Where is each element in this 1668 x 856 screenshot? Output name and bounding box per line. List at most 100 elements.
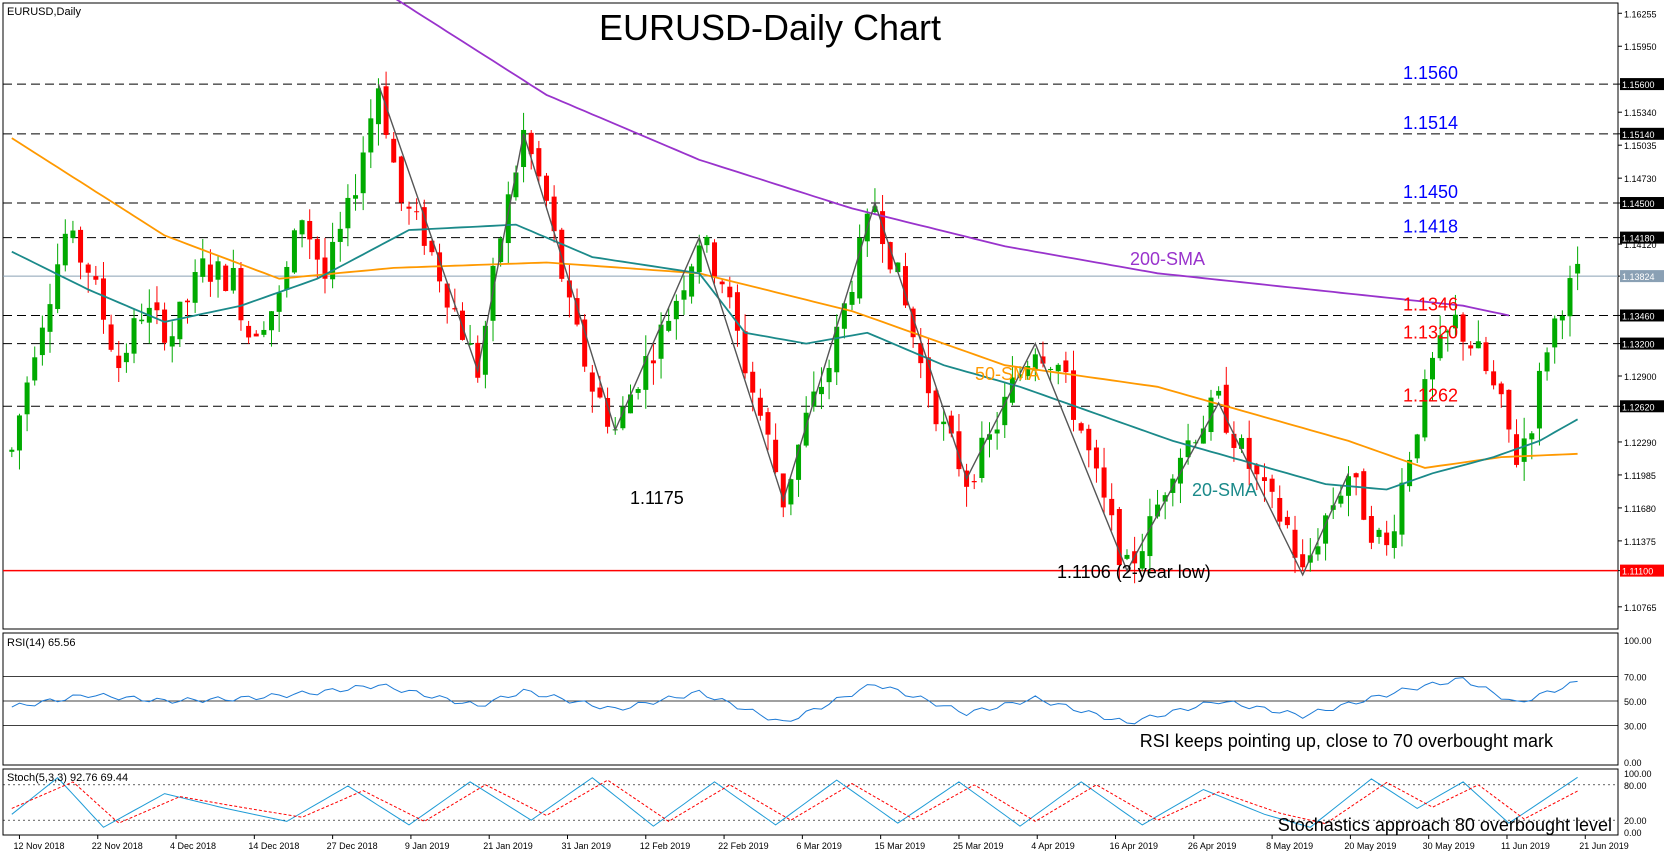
candle-body bbox=[345, 197, 351, 229]
candle-body bbox=[620, 406, 626, 429]
candle-body bbox=[269, 311, 275, 331]
candle-body bbox=[1422, 379, 1428, 438]
candle-body bbox=[330, 241, 336, 280]
level-label: 1.1560 bbox=[1403, 63, 1458, 83]
x-tick-label: 27 Dec 2018 bbox=[327, 841, 378, 851]
candle-body bbox=[757, 397, 763, 416]
candle-body bbox=[712, 242, 718, 277]
level-tag: 1.13200 bbox=[1622, 340, 1655, 350]
candle-body bbox=[131, 318, 137, 354]
x-tick-label: 26 Apr 2019 bbox=[1188, 841, 1237, 851]
candle-body bbox=[406, 206, 412, 209]
rsi-y-tick-label: 50.00 bbox=[1624, 697, 1647, 707]
candle-body bbox=[482, 325, 488, 375]
candle-body bbox=[834, 326, 840, 373]
candle-body bbox=[177, 301, 183, 340]
candle-body bbox=[1177, 457, 1183, 484]
candle-body bbox=[421, 207, 427, 246]
price-panel: 1.16255 1.15950 1.15600 1.15340 1.151401.150… bbox=[2, 0, 1664, 630]
stoch-y-tick-label: 20.00 bbox=[1624, 816, 1647, 826]
x-tick-label: 21 Jan 2019 bbox=[483, 841, 533, 851]
candle-body bbox=[1116, 509, 1122, 566]
candle-body bbox=[1368, 516, 1374, 543]
candle-body bbox=[1147, 516, 1153, 557]
candle-body bbox=[314, 239, 320, 260]
candle-body bbox=[1040, 356, 1046, 364]
horizontal-levels bbox=[3, 83, 1618, 572]
x-tick-label: 6 Mar 2019 bbox=[796, 841, 842, 851]
candle-body bbox=[1468, 345, 1474, 349]
candle-body bbox=[475, 342, 481, 378]
stoch-note: Stochastics approach 80 overbought level bbox=[1278, 815, 1612, 835]
candle-body bbox=[750, 371, 756, 393]
x-tick-label: 21 Jun 2019 bbox=[1579, 841, 1629, 851]
candle-body bbox=[727, 286, 733, 298]
candle-body bbox=[238, 268, 244, 321]
price-y-tick-label: 1.16255 bbox=[1624, 9, 1657, 19]
candle-body bbox=[1200, 428, 1206, 444]
moving-averages bbox=[11, 0, 1579, 491]
level-tag-bg bbox=[1620, 231, 1664, 244]
level-label: 1.1418 bbox=[1403, 217, 1458, 237]
candle-body bbox=[1361, 471, 1367, 520]
candle-body bbox=[696, 245, 702, 273]
candle-body bbox=[1284, 516, 1290, 526]
x-axis: 12 Nov 2018 22 Nov 2018 4 Dec 2018 14 Dec 2… bbox=[13, 835, 1629, 851]
annotation-20-sma: 20-SMA bbox=[1192, 480, 1257, 500]
candle-body bbox=[1208, 397, 1214, 433]
candle-body bbox=[1155, 504, 1161, 517]
candle-body bbox=[521, 129, 527, 168]
level-label: 1.1450 bbox=[1403, 182, 1458, 202]
candle-body bbox=[1567, 278, 1573, 317]
stoch-y-tick-label: 80.00 bbox=[1624, 781, 1647, 791]
candle-body bbox=[1338, 495, 1344, 504]
stoch-lines bbox=[11, 776, 1578, 828]
candle-body bbox=[589, 372, 595, 392]
chart-title: EURUSD-Daily Chart bbox=[599, 7, 941, 48]
rsi-label: RSI(14) 65.56 bbox=[7, 637, 75, 649]
candle-body bbox=[1323, 515, 1329, 544]
candle-body bbox=[322, 257, 328, 279]
rsi-y-tick-label: 100.00 bbox=[1624, 636, 1652, 646]
level-tag: 1.12620 bbox=[1622, 402, 1655, 412]
rsi-y-tick-label: 70.00 bbox=[1624, 673, 1647, 683]
candle-body bbox=[605, 398, 611, 427]
price-y-tick-label: 1.14730 bbox=[1624, 174, 1657, 184]
candle-body bbox=[513, 172, 519, 198]
candle-body bbox=[719, 281, 725, 285]
price-panel-frame bbox=[2, 2, 1619, 630]
candle-body bbox=[1109, 498, 1115, 516]
candle-body bbox=[1017, 374, 1023, 378]
candle-body bbox=[1376, 529, 1382, 537]
stoch-k-line bbox=[11, 776, 1578, 828]
candle-body bbox=[780, 473, 786, 508]
candle-body bbox=[910, 308, 916, 338]
rsi-y-axis: 100.00 70.00 50.00 30.00 0.00 bbox=[3, 636, 1652, 768]
candle-body bbox=[1048, 368, 1054, 370]
candle-body bbox=[429, 240, 435, 253]
candle-body bbox=[16, 415, 22, 451]
current-price-tag-bg bbox=[1620, 270, 1664, 283]
candle-body bbox=[353, 195, 359, 199]
candle-body bbox=[116, 355, 122, 369]
candle-body bbox=[398, 156, 404, 203]
stoch-y-tick-label: 100.00 bbox=[1624, 769, 1652, 779]
candle-body bbox=[1536, 370, 1542, 429]
candle-body bbox=[192, 272, 198, 303]
candle-body bbox=[1437, 335, 1443, 359]
candle-body bbox=[207, 264, 213, 282]
annotation-2-year-low: 1.1106 (2-year low) bbox=[1057, 562, 1211, 582]
x-tick-label: 22 Feb 2019 bbox=[718, 841, 769, 851]
candle-body bbox=[1216, 390, 1222, 396]
candle-body bbox=[32, 357, 38, 381]
candle-body bbox=[826, 367, 832, 383]
candle-body bbox=[108, 324, 114, 350]
candle-body bbox=[1407, 459, 1413, 487]
candle-body bbox=[1552, 318, 1558, 348]
candle-body bbox=[1002, 396, 1008, 426]
candle-body bbox=[1223, 384, 1229, 433]
candle-body bbox=[1475, 341, 1481, 349]
candle-body bbox=[1506, 389, 1512, 430]
